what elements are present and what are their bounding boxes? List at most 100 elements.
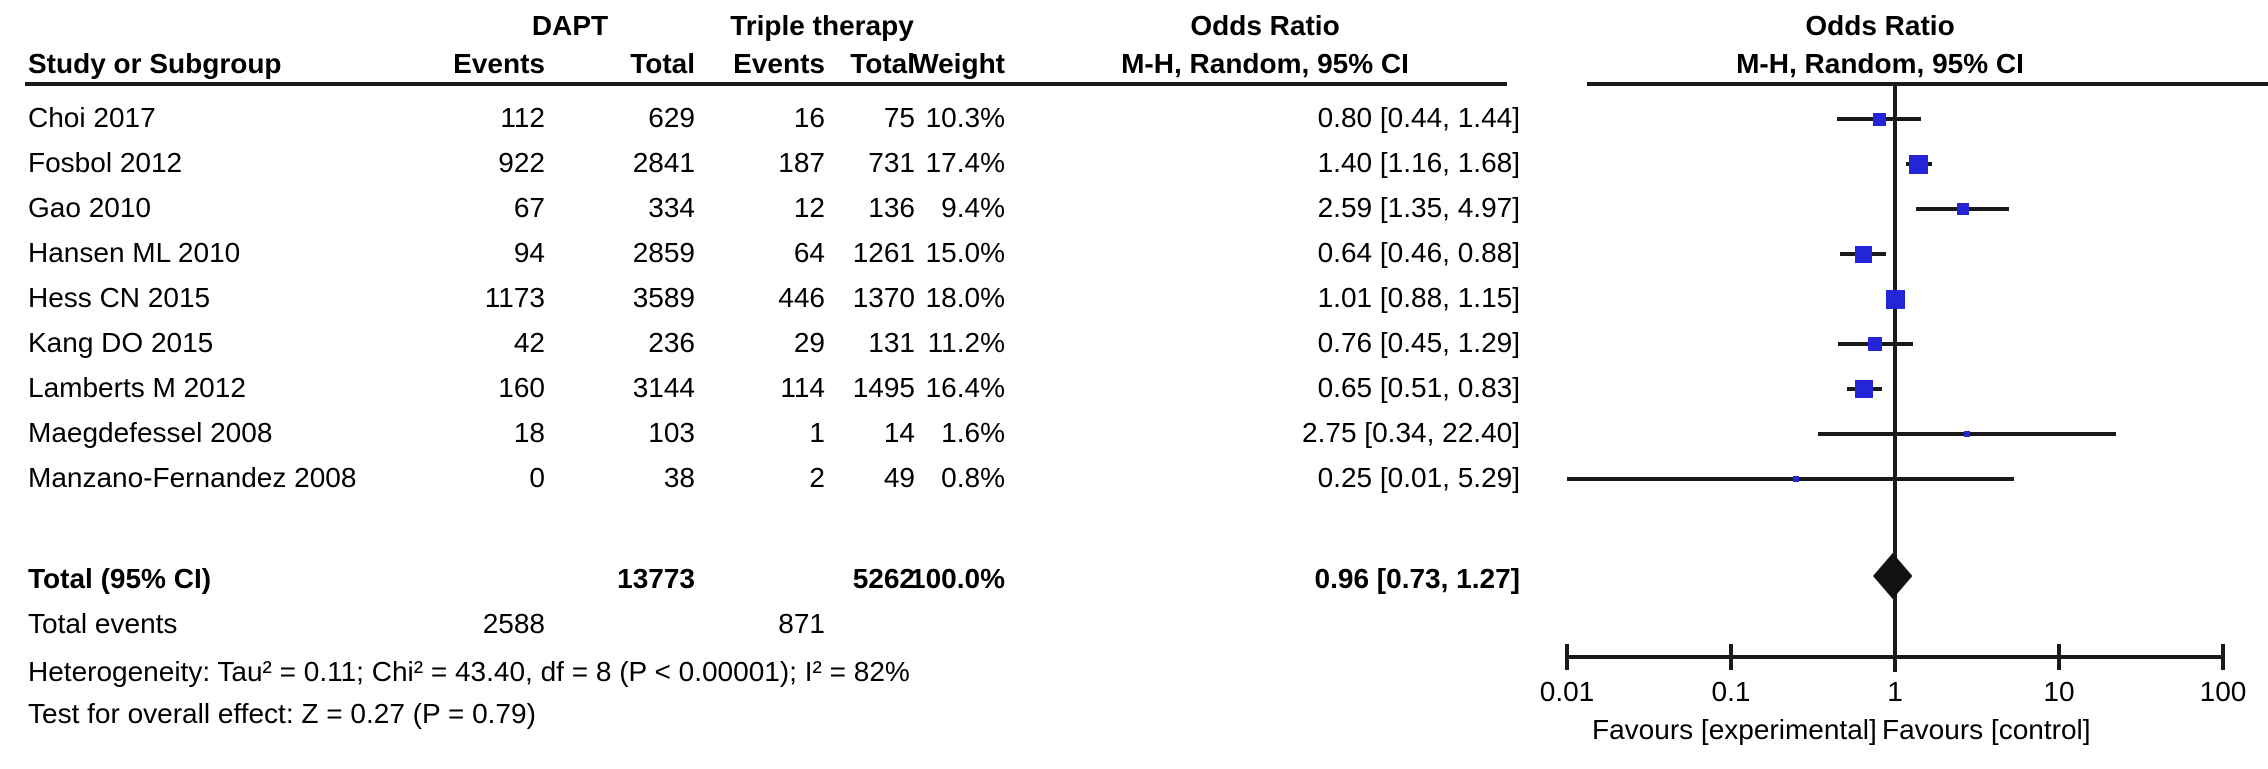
axis-tick [2221,644,2225,670]
cell-t1: 334 [648,192,695,223]
cell-e2: 114 [780,372,825,403]
group-header-dapt: DAPT [531,10,609,41]
cell-weight: 16.4% [925,372,1005,403]
cell-weight: 9.4% [941,192,1005,223]
ci-line [1567,477,2014,481]
cell-e2: 64 [793,237,825,268]
or-marker [1855,245,1872,263]
cell-e2: 29 [793,327,825,358]
cell-t2: 75 [883,102,915,133]
cell-or_text: 0.65 [0.51, 0.83] [1317,372,1520,403]
favours-control-label: Favours [control] [1882,714,2091,745]
column-header-study: Study or Subgroup [28,48,282,79]
overall-effect-text: Test for overall effect: Z = 0.27 (P = 0… [28,698,536,729]
cell-or_text: 2.59 [1.35, 4.97] [1317,192,1520,223]
or-marker [1886,289,1905,309]
cell-weight: 10.3% [925,102,1005,133]
column-header-triple-events: Events [733,48,825,79]
cell-t1: 38 [663,462,695,493]
total-events-triple: 871 [778,608,825,639]
cell-weight: 0.8% [941,462,1005,493]
cell-t2: 731 [868,147,915,178]
study-name: Kang DO 2015 [28,327,214,358]
cell-t2: 14 [883,417,915,448]
study-name: Manzano-Fernandez 2008 [28,462,357,493]
cell-e1: 18 [513,417,545,448]
favours-experimental-label: Favours [experimental] [1592,714,1877,745]
study-name: Gao 2010 [28,192,151,223]
axis-tick-label: 10 [2043,676,2075,707]
or-graph-title: Odds Ratio [1805,10,1955,41]
cell-e2: 187 [778,147,825,178]
table-header-rule [25,82,1507,86]
cell-t2: 1495 [852,372,915,403]
or-marker [1957,203,1969,215]
cell-t2: 1370 [852,282,915,313]
cell-e2: 1 [809,417,825,448]
axis-tick-label: 0.1 [1711,676,1751,707]
study-name: Hansen ML 2010 [28,237,241,268]
cell-weight: 1.6% [941,417,1005,448]
cell-t1: 3589 [632,282,695,313]
or-marker [1868,337,1882,351]
column-header-weight: Weight [912,48,1005,79]
study-name: Maegdefessel 2008 [28,417,273,448]
cell-e1: 42 [513,327,545,358]
cell-or_text: 1.40 [1.16, 1.68] [1317,147,1520,178]
axis-tick-label: 0.01 [1539,676,1595,707]
or-column-subtitle: M-H, Random, 95% CI [1121,48,1409,79]
heterogeneity-text: Heterogeneity: Tau² = 0.11; Chi² = 43.40… [28,656,910,687]
cell-e2: 446 [778,282,825,313]
cell-e1: 0 [529,462,545,493]
cell-weight: 18.0% [925,282,1005,313]
cell-or_text: 2.75 [0.34, 22.40] [1302,417,1520,448]
cell-weight: 15.0% [925,237,1005,268]
axis-tick [1565,644,1569,670]
or-marker [1855,380,1873,398]
or-graph-subtitle: M-H, Random, 95% CI [1736,48,2024,79]
total-weight: 100.0% [910,563,1005,594]
column-header-dapt-total: Total [630,48,695,79]
column-header-dapt-events: Events [453,48,545,79]
study-name: Fosbol 2012 [28,147,183,178]
study-name: Choi 2017 [28,102,156,133]
cell-e2: 12 [793,192,825,223]
cell-t1: 629 [648,102,695,133]
cell-e2: 2 [809,462,825,493]
cell-e1: 67 [513,192,545,223]
or-marker [1909,154,1928,174]
axis-tick [1729,644,1733,670]
or-marker [1964,431,1970,437]
null-effect-line [1893,86,1897,672]
cell-t2: 131 [868,327,915,358]
cell-or_text: 1.01 [0.88, 1.15] [1317,282,1520,313]
total-or-value: 0.96 [0.73, 1.27] [1314,563,1520,594]
column-header-triple-total: Total [850,48,915,79]
study-name: Lamberts M 2012 [28,372,246,403]
cell-t1: 236 [648,327,695,358]
cell-or_text: 0.25 [0.01, 5.29] [1317,462,1520,493]
total-events-dapt: 2588 [482,608,545,639]
cell-t1: 2859 [632,237,695,268]
total-row-label: Total (95% CI) [28,563,212,594]
axis-tick-label: 100 [2199,676,2247,707]
total-events-label: Total events [28,608,178,639]
cell-t1: 3144 [632,372,695,403]
cell-or_text: 0.76 [0.45, 1.29] [1317,327,1520,358]
axis-tick-label: 1 [1887,676,1903,707]
or-column-title: Odds Ratio [1190,10,1340,41]
cell-weight: 17.4% [925,147,1005,178]
or-marker [1793,476,1799,482]
study-name: Hess CN 2015 [28,282,211,313]
cell-t2: 49 [883,462,915,493]
cell-e1: 160 [498,372,545,403]
cell-e1: 94 [513,237,545,268]
cell-t1: 2841 [632,147,695,178]
cell-t2: 1261 [852,237,915,268]
total-triple-total: 5262 [852,563,915,594]
cell-e1: 112 [500,102,545,133]
summary-diamond [1873,553,1913,599]
axis-tick [1893,644,1897,670]
cell-or_text: 0.64 [0.46, 0.88] [1317,237,1520,268]
